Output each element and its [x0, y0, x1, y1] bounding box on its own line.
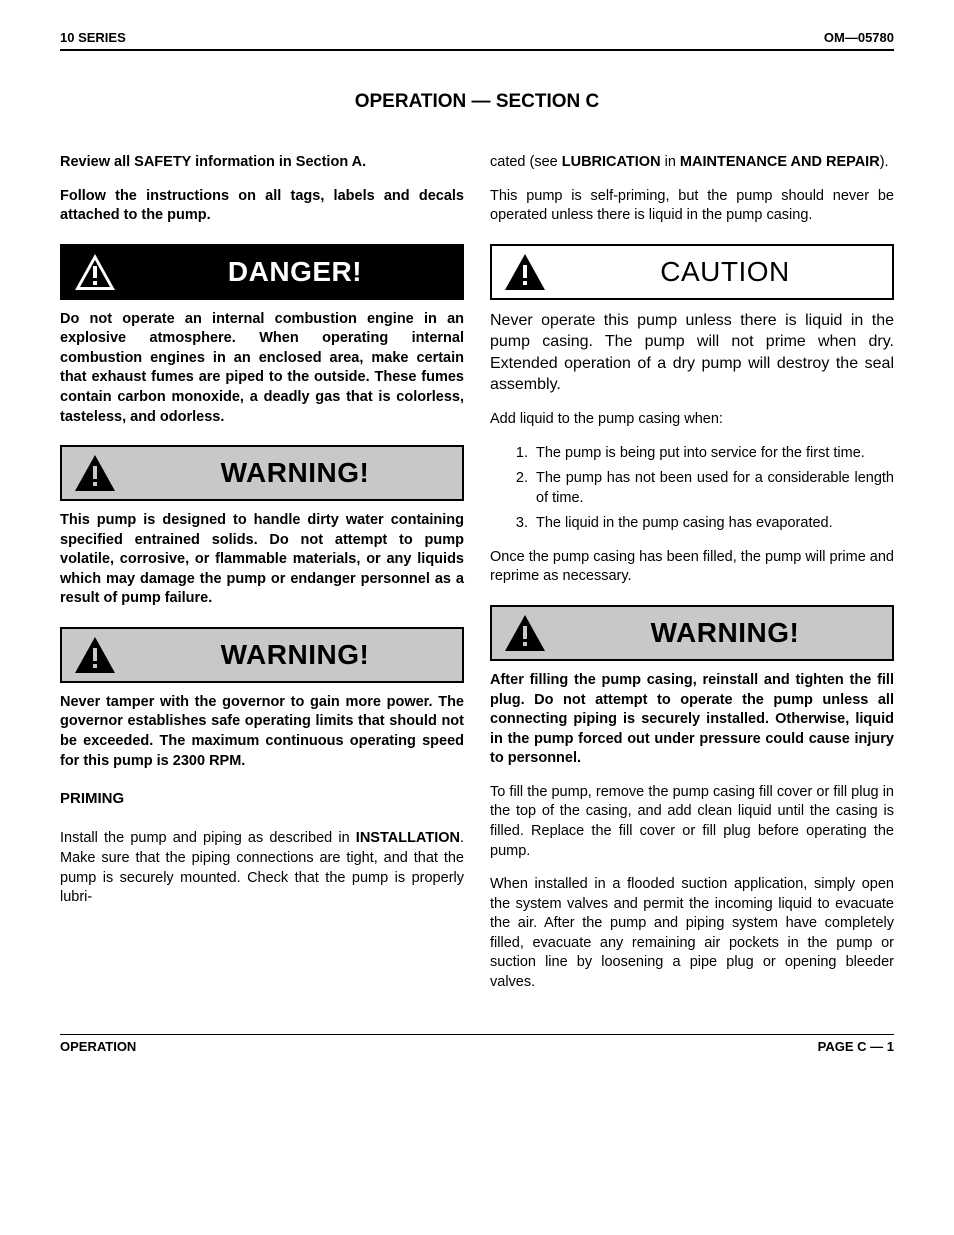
warning-callout-2: WARNING! — [60, 627, 464, 683]
alert-triangle-icon — [73, 453, 117, 493]
alert-triangle-icon — [73, 252, 117, 292]
add-liquid-list: The pump is being put into service for t… — [490, 444, 894, 534]
page-header: 10 SERIES OM—05780 — [60, 30, 894, 51]
caution-icon-cell — [492, 246, 558, 298]
self-priming-note: This pump is self-priming, but the pump … — [490, 187, 894, 226]
flooded-suction-para: When installed in a flooded suction appl… — [490, 875, 894, 992]
priming-prefix: Install the pump and piping as described… — [60, 830, 356, 846]
add-liquid-intro: Add liquid to the pump casing when: — [490, 410, 894, 430]
cont-suffix: ). — [880, 154, 889, 170]
list-item: The pump has not been used for a conside… — [532, 469, 894, 508]
section-title: OPERATION — SECTION C — [60, 91, 894, 113]
footer-left: OPERATION — [60, 1039, 136, 1054]
right-column: cated (see LUBRICATION in MAINTENANCE AN… — [490, 153, 894, 1006]
list-item: The pump is being put into service for t… — [532, 444, 894, 464]
alert-triangle-icon — [503, 613, 547, 653]
priming-ref: INSTALLATION — [356, 830, 460, 846]
danger-body: Do not operate an internal combustion en… — [60, 310, 464, 427]
danger-icon-cell — [62, 246, 128, 298]
warning-icon-cell-3 — [492, 607, 558, 659]
warning2-body: Never tamper with the governor to gain m… — [60, 693, 464, 771]
warning-callout-1: WARNING! — [60, 445, 464, 501]
caution-callout: CAUTION — [490, 244, 894, 300]
cont-prefix: cated (see — [490, 154, 562, 170]
footer-right: PAGE C — 1 — [818, 1039, 894, 1054]
danger-callout: DANGER! — [60, 244, 464, 300]
warning-label-3: WARNING! — [558, 607, 892, 659]
once-filled: Once the pump casing has been filled, th… — [490, 548, 894, 587]
list-item: The liquid in the pump casing has evapor… — [532, 514, 894, 534]
cont-ref1: LUBRICATION — [562, 154, 661, 170]
priming-heading: PRIMING — [60, 789, 464, 809]
alert-triangle-icon — [503, 252, 547, 292]
intro-safety: Review all SAFETY information in Section… — [60, 153, 464, 173]
warning-callout-3: WARNING! — [490, 605, 894, 661]
warning-label-2: WARNING! — [128, 629, 462, 681]
caution-body: Never operate this pump unless there is … — [490, 310, 894, 396]
header-right: OM—05780 — [824, 30, 894, 45]
cont-ref2: MAINTENANCE AND REPAIR — [680, 154, 880, 170]
warning3-body: After filling the pump casing, reinstall… — [490, 671, 894, 769]
danger-label: DANGER! — [128, 246, 462, 298]
warning1-body: This pump is designed to handle dirty wa… — [60, 511, 464, 609]
content-columns: Review all SAFETY information in Section… — [60, 153, 894, 1006]
left-column: Review all SAFETY information in Section… — [60, 153, 464, 1006]
fill-pump-para: To fill the pump, remove the pump casing… — [490, 783, 894, 861]
warning-icon-cell-2 — [62, 629, 128, 681]
page-footer: OPERATION PAGE C — 1 — [60, 1034, 894, 1054]
warning-icon-cell-1 — [62, 447, 128, 499]
intro-tags: Follow the instructions on all tags, lab… — [60, 187, 464, 226]
caution-label: CAUTION — [558, 246, 892, 298]
header-left: 10 SERIES — [60, 30, 126, 45]
alert-triangle-icon — [73, 635, 117, 675]
cont-mid: in — [661, 154, 680, 170]
warning-label-1: WARNING! — [128, 447, 462, 499]
priming-paragraph: Install the pump and piping as described… — [60, 829, 464, 907]
lubrication-continuation: cated (see LUBRICATION in MAINTENANCE AN… — [490, 153, 894, 173]
